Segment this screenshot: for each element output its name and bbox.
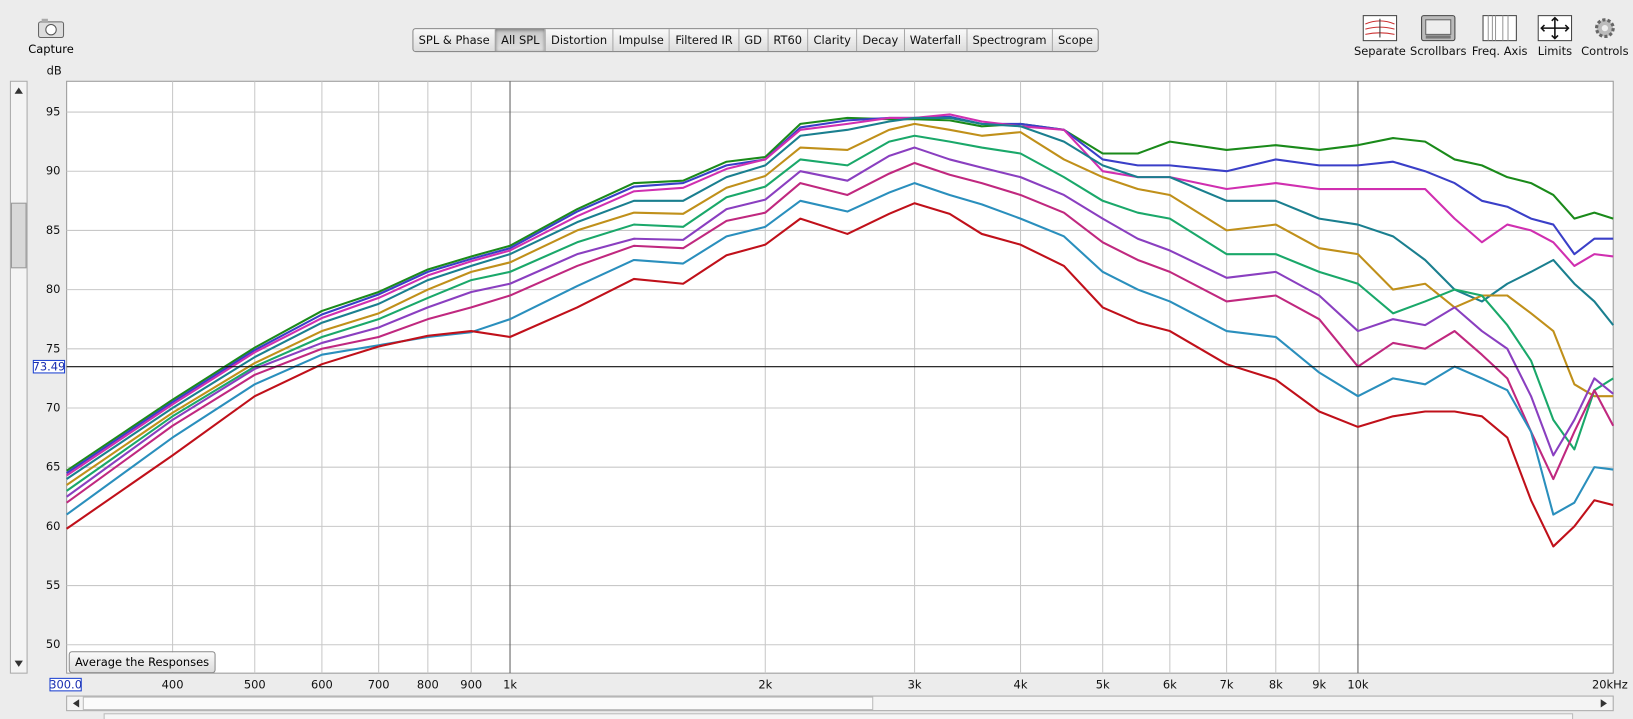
view-button-icon xyxy=(1362,15,1398,42)
x-limit-box xyxy=(49,677,82,692)
capture-label: Capture xyxy=(28,42,74,57)
y-tick-label: 60 xyxy=(46,519,61,533)
view-button-icon xyxy=(1421,15,1456,42)
response-line xyxy=(66,161,1615,504)
view-button[interactable]: Controls xyxy=(1572,15,1633,59)
y-tick-label: 95 xyxy=(46,105,61,119)
cursor-label: 73.49 xyxy=(33,360,66,374)
view-tab[interactable]: Scope xyxy=(1058,33,1093,47)
response-line xyxy=(66,134,1614,492)
x-tick-label: 4k xyxy=(1014,678,1028,692)
view-tab[interactable]: Impulse xyxy=(613,29,671,52)
average-button[interactable]: Average the Responses xyxy=(68,651,216,674)
y-tick-label: 85 xyxy=(46,223,61,237)
x-tick-label: 3k xyxy=(908,678,922,692)
x-tick-label: 600 xyxy=(311,678,333,692)
x-tick-label: 700 xyxy=(368,678,390,692)
v-scrollbar[interactable] xyxy=(9,80,28,674)
view-tab[interactable]: GD xyxy=(739,29,769,52)
x-tick-label: 300.0 xyxy=(49,678,82,692)
view-button-label: Separate xyxy=(1353,44,1406,59)
response-line xyxy=(66,122,1614,486)
x-tick-label: 400 xyxy=(162,678,184,692)
x-tick-label: 5k xyxy=(1096,678,1110,692)
y-tick-label: 65 xyxy=(46,460,61,474)
h-scrollbar[interactable] xyxy=(66,695,1614,712)
y-tick-label: 70 xyxy=(46,400,61,414)
view-button-icon xyxy=(1482,15,1517,42)
view-tab[interactable]: Clarity xyxy=(808,29,858,52)
x-tick-label: 2k xyxy=(758,678,772,692)
x-tick-label: 900 xyxy=(460,678,482,692)
plot-area xyxy=(66,80,1614,674)
y-tick-label: 75 xyxy=(46,341,61,355)
x-tick-label: 7k xyxy=(1220,678,1234,692)
view-button-label: Freq. Axis xyxy=(1471,44,1528,59)
camera-icon xyxy=(38,18,65,39)
y-tick-label: 90 xyxy=(46,164,61,178)
view-tabs: SPL & Phase All SPL Distortion Impulse Filte… xyxy=(412,28,1100,53)
response-line xyxy=(66,182,1614,516)
view-button[interactable]: Limits xyxy=(1522,15,1589,59)
bottom-panel xyxy=(103,713,1574,719)
view-button[interactable]: Scrollbars xyxy=(1405,15,1472,59)
cursor-box xyxy=(32,359,66,374)
view-button-label: Scrollbars xyxy=(1410,44,1467,59)
x-tick-label: 1k xyxy=(503,678,517,692)
x-tick-label: 500 xyxy=(244,678,266,692)
x-tick-label: 10k xyxy=(1347,678,1369,692)
y-tick-label: 80 xyxy=(46,282,61,296)
x-tick-label: 8k xyxy=(1269,678,1283,692)
y-tick-label: 50 xyxy=(46,637,61,651)
x-tick-label: 9k xyxy=(1312,678,1326,692)
capture-button[interactable]: Capture xyxy=(25,17,77,57)
view-button[interactable]: Separate xyxy=(1347,15,1414,59)
view-tab[interactable]: Distortion xyxy=(546,29,614,52)
x-tick-label: 800 xyxy=(417,678,439,692)
view-tab[interactable]: Spectrogram xyxy=(967,29,1053,52)
view-tab[interactable]: Decay xyxy=(857,29,905,52)
response-line xyxy=(66,116,1615,480)
view-tab[interactable]: RT60 xyxy=(768,29,809,52)
view-button-label: Controls xyxy=(1581,44,1629,59)
response-line xyxy=(66,113,1614,477)
view-tab[interactable]: Filtered IR xyxy=(670,29,739,52)
y-tick-label: 55 xyxy=(46,578,61,592)
view-tab[interactable]: SPL & Phase xyxy=(413,29,496,52)
view-button-label: Limits xyxy=(1537,44,1573,59)
view-tab[interactable]: All SPL xyxy=(495,29,546,52)
response-line xyxy=(66,146,1614,498)
x-tick-label: 20kHz xyxy=(1592,678,1628,692)
view-button-icon xyxy=(1594,18,1615,39)
view-button[interactable]: Freq. Axis xyxy=(1466,15,1533,59)
x-tick-label: 6k xyxy=(1163,678,1177,692)
view-tab[interactable]: Waterfall xyxy=(905,29,968,52)
response-line xyxy=(66,202,1614,548)
y-axis-unit: dB xyxy=(47,63,62,77)
view-button-icon xyxy=(1537,15,1573,42)
